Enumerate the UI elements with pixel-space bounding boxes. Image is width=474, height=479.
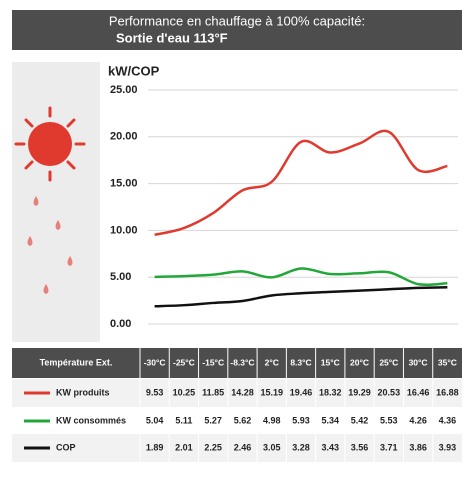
- table-value: 5.62: [234, 415, 252, 425]
- y-tick-label: 0.00: [110, 318, 131, 330]
- table-value: 3.43: [322, 442, 340, 452]
- x-tick-label: 25°C: [379, 357, 398, 367]
- table-value: 5.42: [351, 415, 369, 425]
- table-value: 16.46: [407, 387, 430, 397]
- x-tick-label: 20°C: [350, 357, 369, 367]
- legend-label: KW produits: [56, 387, 110, 397]
- series-line: [154, 285, 448, 308]
- x-tick-label: -30°C: [144, 357, 166, 367]
- x-tick-label: 2°C: [265, 357, 279, 367]
- table-value: 4.98: [263, 415, 281, 425]
- y-tick-label: 5.00: [110, 271, 131, 283]
- table-value: 5.93: [292, 415, 310, 425]
- table-value: 4.36: [439, 415, 457, 425]
- legend-label: KW consommés: [56, 415, 126, 425]
- x-tick-label: -8.3°C: [230, 357, 254, 367]
- table-value: 5.27: [204, 415, 222, 425]
- series-line: [154, 267, 448, 287]
- decoration: [12, 62, 100, 342]
- y-axis-label: kW/COP: [108, 63, 160, 78]
- table-value: 5.04: [146, 415, 164, 425]
- chart-subtitle: Sortie d'eau 113°F: [116, 30, 228, 45]
- table-value: 19.29: [348, 387, 371, 397]
- y-tick-label: 15.00: [110, 178, 138, 190]
- table-value: 2.01: [175, 442, 193, 452]
- y-tick-label: 10.00: [110, 224, 138, 236]
- y-tick-label: 25.00: [110, 84, 138, 96]
- table-value: 3.56: [351, 442, 369, 452]
- x-tick-label: 8.3°C: [290, 357, 311, 367]
- table-value: 2.25: [204, 442, 222, 452]
- table-value: 18.32: [319, 387, 342, 397]
- table-value: 3.71: [380, 442, 398, 452]
- table-value: 5.53: [380, 415, 398, 425]
- table-value: 2.46: [234, 442, 252, 452]
- table-value: 16.88: [436, 387, 459, 397]
- x-tick-label: -25°C: [173, 357, 195, 367]
- x-tick-label: 30°C: [409, 357, 428, 367]
- table-row: [12, 407, 462, 435]
- table-value: 19.46: [290, 387, 313, 397]
- table-row: [12, 379, 462, 407]
- series-line: [154, 129, 448, 237]
- chart-title: Performance en chauffage à 100% capacité…: [109, 13, 365, 28]
- title-bar: [12, 10, 462, 50]
- x-tick-label: 35°C: [438, 357, 457, 367]
- table-value: 9.53: [146, 387, 164, 397]
- table-value: 14.28: [231, 387, 254, 397]
- table-header-label: Température Ext.: [40, 357, 113, 367]
- table-value: 15.19: [260, 387, 283, 397]
- table-value: 3.05: [263, 442, 281, 452]
- table-value: 10.25: [173, 387, 196, 397]
- table-value: 11.85: [202, 387, 224, 397]
- y-tick-label: 20.00: [110, 131, 138, 143]
- table-value: 5.34: [322, 415, 340, 425]
- table-value: 5.11: [175, 415, 192, 425]
- table-value: 3.93: [439, 442, 457, 452]
- table-value: 1.89: [146, 442, 164, 452]
- table-value: 4.26: [409, 415, 427, 425]
- table-value: 3.28: [292, 442, 310, 452]
- x-tick-label: 15°C: [321, 357, 340, 367]
- legend-label: COP: [56, 442, 76, 452]
- table-row: [12, 434, 462, 462]
- x-tick-label: -15°C: [202, 357, 224, 367]
- table-value: 3.86: [409, 442, 427, 452]
- table-value: 20.53: [378, 387, 401, 397]
- table-header: [12, 348, 462, 378]
